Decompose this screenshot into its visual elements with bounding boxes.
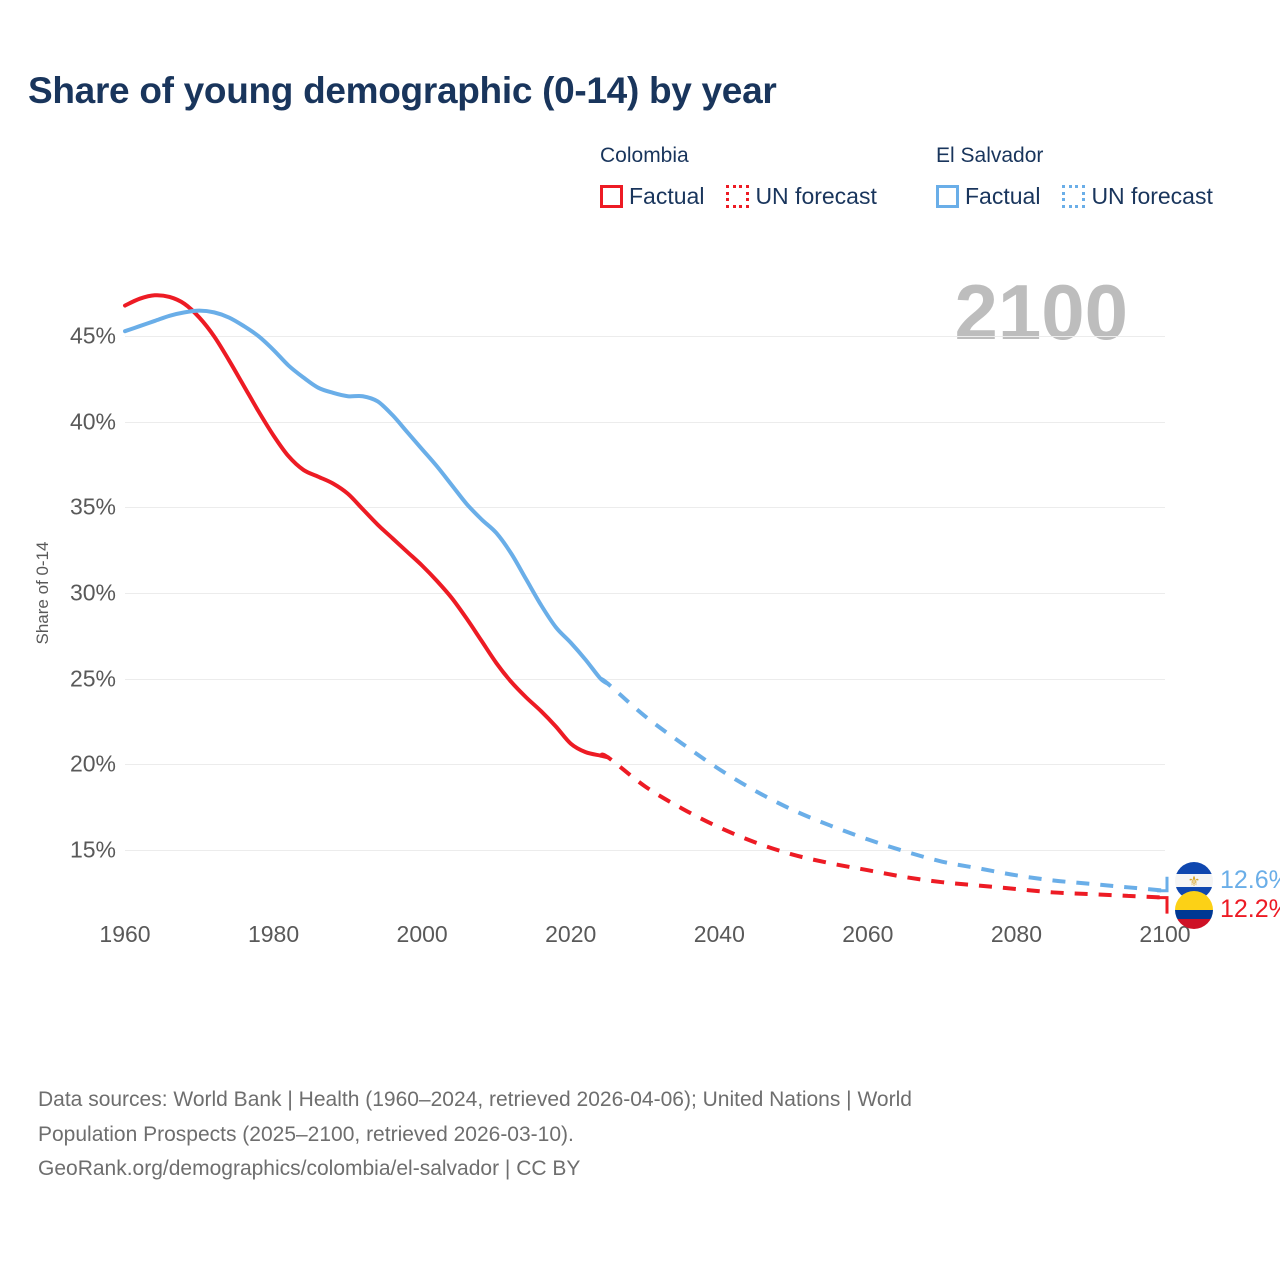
end-label-value: 12.6% xyxy=(1220,866,1280,895)
footer-sources: Data sources: World Bank | Health (1960–… xyxy=(38,1084,1168,1188)
y-axis-tick-label: 20% xyxy=(69,750,116,777)
legend-item-label: Factual xyxy=(965,183,1041,209)
end-label-value: 12.2% xyxy=(1220,895,1280,924)
y-axis-tick-label: 25% xyxy=(69,665,116,692)
x-axis-tick-label: 2060 xyxy=(842,921,894,947)
gridline xyxy=(125,421,1165,423)
legend-item-el-salvador-forecast[interactable]: UN forecast xyxy=(1062,183,1213,210)
series-lines xyxy=(123,293,1169,914)
flag-colombia-icon xyxy=(1175,890,1213,929)
legend-group-el-salvador: El Salvador Factual UN forecast xyxy=(936,143,1213,210)
gridline xyxy=(125,507,1165,509)
legend-country-name: Colombia xyxy=(600,144,689,167)
end-label-colombia[interactable]: 12.2% xyxy=(1175,890,1280,929)
chart-legend: Colombia Factual UN forecast El Salvador… xyxy=(600,143,1260,215)
year-watermark: 2100 xyxy=(954,268,1128,356)
x-axis-tick-label: 2080 xyxy=(990,921,1043,947)
legend-item-label: UN forecast xyxy=(1091,183,1213,209)
legend-item-colombia-forecast[interactable]: UN forecast xyxy=(726,183,877,210)
y-axis-tick-label: 15% xyxy=(69,836,116,863)
gridline xyxy=(125,336,1165,338)
x-axis-tick-label: 1960 xyxy=(99,921,151,947)
legend-item-label: Factual xyxy=(629,183,705,209)
gridline xyxy=(125,764,1165,766)
legend-item-el-salvador-factual[interactable]: Factual xyxy=(936,183,1040,210)
y-axis-tick-label: 35% xyxy=(69,493,116,520)
gridline xyxy=(125,593,1165,594)
x-axis-tick-label: 2000 xyxy=(396,921,448,947)
series-line-forecast xyxy=(598,752,1166,900)
gridline xyxy=(125,849,1165,851)
connector-colombia xyxy=(1157,896,1169,914)
coat-of-arms-icon: ⚜ xyxy=(1187,872,1201,889)
y-axis-tick-label: 30% xyxy=(69,579,116,606)
legend-swatch-dashed-icon xyxy=(726,185,750,208)
gridline xyxy=(125,678,1165,680)
legend-swatch-dashed-icon xyxy=(1062,185,1086,208)
series-line-factual xyxy=(123,293,610,760)
x-axis-tick-label: 2020 xyxy=(545,921,597,947)
footer-line-3[interactable]: GeoRank.org/demographics/colombia/el-sal… xyxy=(38,1157,581,1181)
legend-item-colombia-factual[interactable]: Factual xyxy=(600,183,704,210)
y-axis-tick-label: 40% xyxy=(69,408,116,435)
footer-line-2: Population Prospects (2025–2100, retriev… xyxy=(38,1122,574,1146)
legend-item-label: UN forecast xyxy=(755,183,877,209)
series-line-factual xyxy=(123,308,610,686)
legend-country-name: El Salvador xyxy=(936,144,1044,167)
chart-plot-area: Share of 0-14 45% 40% 35% 30% 25% 20% 15% 1960… xyxy=(33,285,1280,947)
x-axis-tick-label: 1980 xyxy=(247,921,300,947)
page-title: Share of young demographic (0-14) by yea… xyxy=(28,70,777,111)
footer-line-1: Data sources: World Bank | Health (1960–… xyxy=(38,1088,912,1111)
y-axis-tick-label: 45% xyxy=(69,322,116,349)
series-line-forecast xyxy=(599,676,1166,893)
x-axis-tick-label: 2040 xyxy=(693,921,745,947)
legend-swatch-solid-icon xyxy=(936,185,959,208)
connector-el-salvador xyxy=(1157,876,1169,893)
legend-swatch-solid-icon xyxy=(600,185,623,208)
legend-group-colombia: Colombia Factual UN forecast xyxy=(600,143,877,210)
